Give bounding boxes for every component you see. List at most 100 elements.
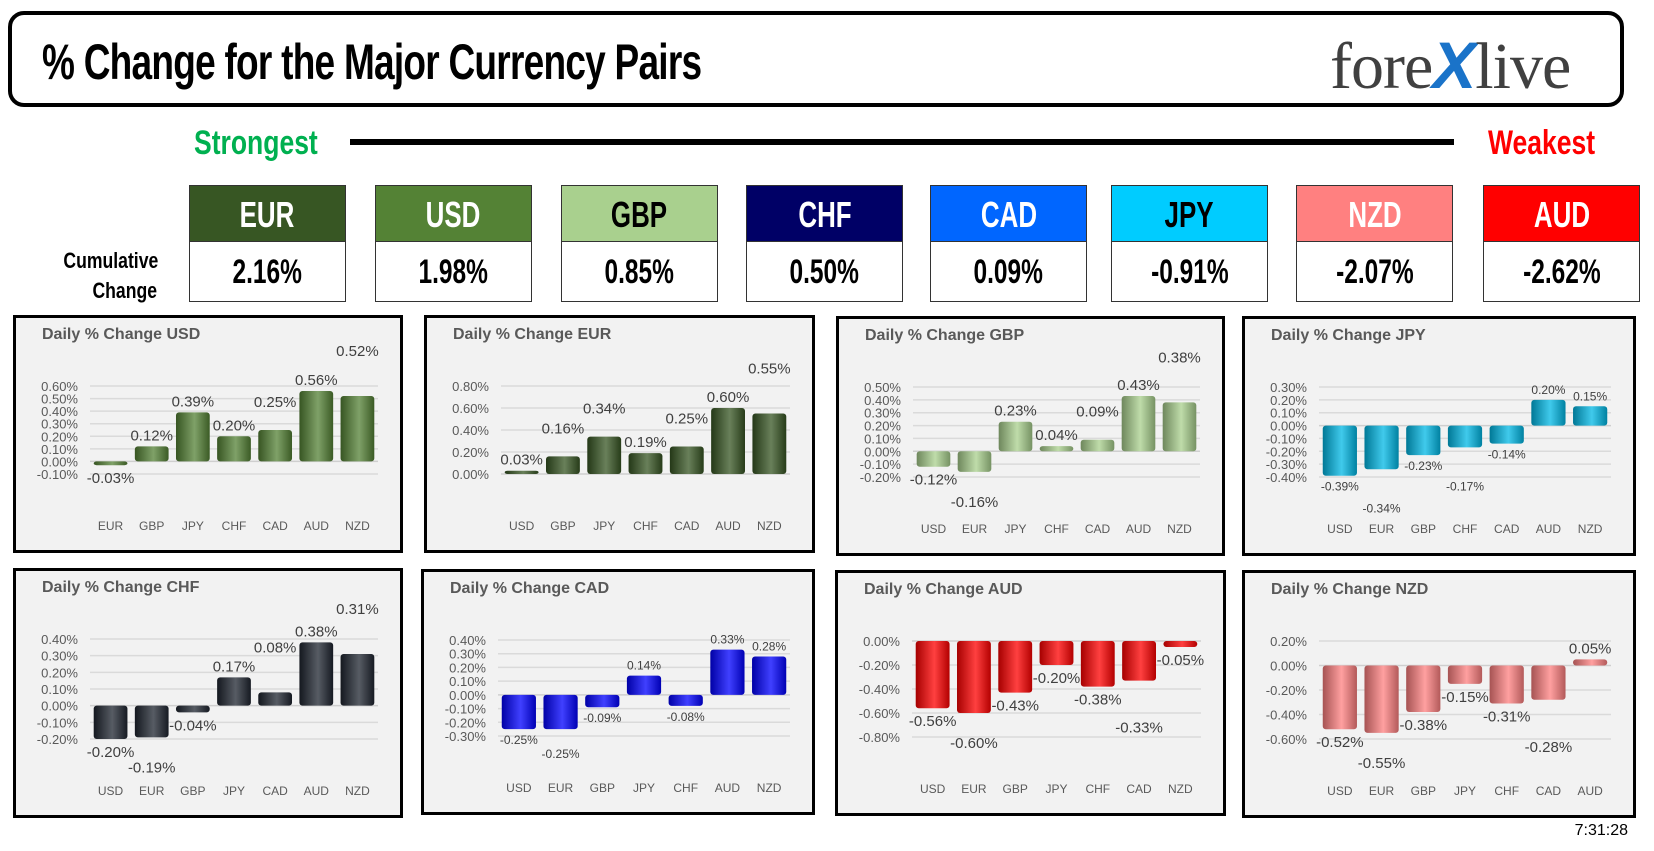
bar-eur bbox=[93, 461, 128, 466]
y-tick-label: 0.00% bbox=[449, 688, 486, 703]
x-tick-label: USD bbox=[921, 522, 947, 536]
bar-eur bbox=[543, 694, 578, 730]
data-label: 0.23% bbox=[994, 403, 1037, 420]
x-tick-label: JPY bbox=[633, 781, 655, 795]
chart-eur: Daily % Change EUR 0.00% 0.20% 0.40% 0.60% 0.… bbox=[424, 315, 815, 553]
data-label: -0.25% bbox=[500, 733, 538, 747]
bar-nzd bbox=[1163, 641, 1198, 647]
bar-gbp bbox=[1406, 665, 1441, 713]
y-tick-label: -0.10% bbox=[37, 715, 79, 730]
data-label: -0.17% bbox=[1446, 479, 1484, 493]
bar-aud bbox=[1121, 396, 1156, 452]
x-tick-label: CHF bbox=[1453, 522, 1478, 536]
bar-eur bbox=[957, 451, 992, 472]
bar-gbp bbox=[175, 705, 210, 713]
y-tick-label: 0.10% bbox=[449, 674, 486, 689]
data-label: -0.14% bbox=[1488, 448, 1526, 462]
x-tick-label: AUD bbox=[1126, 522, 1152, 536]
bar-chf bbox=[1039, 446, 1074, 452]
data-label: -0.09% bbox=[583, 711, 621, 725]
x-tick-label: CHF bbox=[1494, 784, 1519, 798]
data-label: -0.25% bbox=[542, 747, 580, 761]
bar-aud bbox=[299, 391, 334, 462]
bar-chart: -0.60% -0.40% -0.20% 0.00% 0.20% -0.52% -0.55%… bbox=[1266, 634, 1612, 798]
x-tick-label: EUR bbox=[1369, 522, 1395, 536]
bar-cad bbox=[1080, 439, 1115, 452]
bar-jpy bbox=[217, 677, 251, 706]
currency-card-aud: AUD -2.62% bbox=[1483, 185, 1640, 302]
data-label: -0.20% bbox=[87, 744, 135, 761]
bar-eur bbox=[1364, 665, 1399, 733]
chart-title: Daily % Change JPY bbox=[1271, 327, 1426, 344]
data-label: 0.19% bbox=[624, 434, 667, 451]
bar-cad bbox=[1122, 641, 1156, 681]
data-label: 0.09% bbox=[1076, 404, 1119, 421]
data-label: -0.15% bbox=[1441, 689, 1489, 706]
x-tick-label: CAD bbox=[1536, 784, 1562, 798]
currency-code: JPY bbox=[1111, 185, 1268, 242]
chart-title: Daily % Change CHF bbox=[42, 579, 200, 596]
bar-gbp bbox=[546, 456, 580, 474]
bar-cad bbox=[669, 446, 704, 474]
x-tick-label: AUD bbox=[1536, 522, 1562, 536]
chart-usd: Daily % Change USD -0.10% 0.00% 0.10% 0.20% 0… bbox=[13, 315, 403, 553]
x-tick-label: NZD bbox=[345, 519, 370, 533]
y-tick-label: 0.40% bbox=[452, 423, 489, 438]
x-tick-label: GBP bbox=[1411, 784, 1436, 798]
chart-nzd: Daily % Change NZD -0.60% -0.40% -0.20% 0.00… bbox=[1242, 570, 1636, 818]
currency-card-gbp: GBP 0.85% bbox=[561, 185, 718, 302]
data-label: -0.08% bbox=[667, 710, 705, 724]
data-label: -0.52% bbox=[1316, 734, 1364, 751]
x-tick-label: AUD bbox=[1577, 784, 1603, 798]
data-label: 0.33% bbox=[710, 633, 744, 647]
data-label: 0.05% bbox=[1569, 640, 1612, 657]
bar-jpy bbox=[587, 436, 622, 474]
currency-card-cad: CAD 0.09% bbox=[930, 185, 1087, 302]
y-tick-label: 0.10% bbox=[41, 682, 78, 697]
data-label: -0.23% bbox=[1404, 459, 1442, 473]
y-tick-label: 0.40% bbox=[41, 632, 78, 647]
bar-chart: -0.20% -0.10%0.00% 0.10% 0.20%0.30% 0.40% -0.… bbox=[37, 601, 379, 798]
data-label: 0.20% bbox=[213, 417, 256, 434]
bar-jpy bbox=[998, 421, 1033, 452]
x-tick-label: CHF bbox=[1044, 522, 1069, 536]
x-tick-label: CHF bbox=[1085, 782, 1110, 796]
bar-usd bbox=[915, 641, 950, 709]
y-tick-label: -0.10% bbox=[1266, 431, 1308, 446]
data-label: -0.05% bbox=[1157, 652, 1205, 669]
currency-card-eur: EUR 2.16% bbox=[189, 185, 346, 302]
currency-code: GBP bbox=[561, 185, 718, 242]
data-label: 0.31% bbox=[336, 601, 379, 618]
data-label: 0.04% bbox=[1035, 427, 1078, 444]
data-label: 0.39% bbox=[172, 393, 215, 410]
x-tick-label: GBP bbox=[1003, 782, 1028, 796]
y-tick-label: 0.00% bbox=[41, 454, 78, 469]
bar-usd bbox=[501, 694, 536, 730]
bar-nzd bbox=[752, 413, 787, 474]
bar-gbp bbox=[1406, 425, 1441, 456]
cumulative-change-value: 0.50% bbox=[746, 242, 903, 302]
y-tick-label: 0.10% bbox=[41, 442, 78, 457]
data-label: -0.28% bbox=[1525, 739, 1573, 756]
y-tick-label: 0.10% bbox=[1270, 406, 1307, 421]
y-tick-label: -0.20% bbox=[37, 732, 79, 747]
x-tick-label: CAD bbox=[1494, 522, 1520, 536]
currency-card-nzd: NZD -2.07% bbox=[1296, 185, 1453, 302]
x-tick-label: GBP bbox=[550, 519, 575, 533]
y-tick-label: 0.30% bbox=[41, 417, 78, 432]
x-tick-label: CAD bbox=[1126, 782, 1152, 796]
data-label: -0.60% bbox=[950, 735, 998, 752]
data-label: -0.12% bbox=[910, 472, 958, 489]
x-tick-label: USD bbox=[1327, 522, 1353, 536]
data-label: -0.56% bbox=[909, 713, 957, 730]
bar-chart: -0.30%-0.20%-0.10%0.00%0.10%0.20%0.30%0.… bbox=[445, 633, 790, 795]
cumulative-change-value: -2.07% bbox=[1296, 242, 1453, 302]
bar-gbp bbox=[585, 694, 620, 708]
bar-chf bbox=[628, 453, 663, 474]
data-label: 0.28% bbox=[752, 639, 786, 653]
y-tick-label: 0.20% bbox=[452, 445, 489, 460]
bar-cad bbox=[1531, 665, 1566, 700]
y-tick-label: 0.20% bbox=[41, 665, 78, 680]
bar-aud bbox=[711, 408, 745, 474]
y-tick-label: 0.20% bbox=[449, 660, 486, 675]
